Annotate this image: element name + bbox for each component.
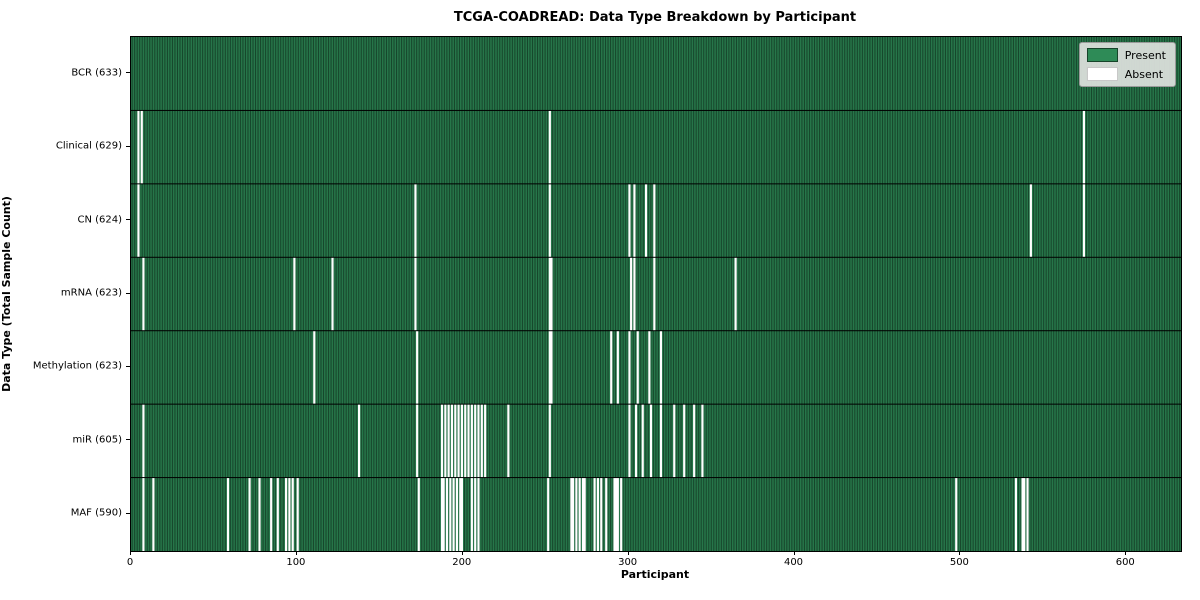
legend-label-absent: Absent	[1124, 67, 1164, 81]
legend: Present Absent	[1078, 42, 1176, 87]
chart-title: TCGA-COADREAD: Data Type Breakdown by Pa…	[453, 10, 857, 25]
y-tick-label-mir: miR (605)	[72, 434, 122, 446]
y-tick-mark	[126, 219, 130, 221]
y-tick-mark	[126, 512, 130, 514]
x-tick-label-400: 400	[783, 557, 804, 568]
y-tick-mark	[126, 145, 130, 147]
y-tick-mark	[126, 365, 130, 367]
x-tick-label-200: 200	[452, 557, 472, 568]
x-tick-mark	[461, 551, 463, 555]
y-tick-label-methylation: Methylation (623)	[32, 360, 122, 372]
x-tick-mark	[295, 551, 297, 555]
legend-item-present: Present	[1086, 48, 1166, 62]
absent-swatch	[1086, 67, 1118, 81]
y-tick-label-bcr: BCR (633)	[71, 67, 122, 79]
x-tick-label-500: 500	[949, 557, 969, 568]
present-swatch	[1086, 48, 1118, 62]
x-axis-title: Participant	[620, 568, 690, 581]
heatmap-canvas	[131, 37, 1181, 551]
y-tick-mark	[126, 72, 130, 74]
y-tick-label-mrna: mRNA (623)	[60, 287, 122, 299]
y-tick-mark	[126, 292, 130, 294]
y-tick-label-cn: CN (624)	[77, 214, 122, 226]
x-tick-mark	[130, 551, 131, 555]
x-tick-label-600: 600	[1115, 557, 1135, 568]
legend-label-present: Present	[1124, 48, 1166, 62]
y-tick-label-clinical: Clinical (629)	[55, 140, 122, 152]
legend-item-absent: Absent	[1086, 67, 1166, 81]
x-tick-label-100: 100	[286, 557, 306, 568]
y-tick-label-maf: MAF (590)	[70, 507, 122, 519]
x-tick-label-300: 300	[618, 557, 638, 568]
x-tick-mark	[627, 551, 629, 555]
x-tick-mark	[959, 551, 961, 555]
x-tick-label-0: 0	[126, 557, 134, 568]
plot-area: Present Absent	[130, 36, 1182, 552]
x-tick-mark	[793, 551, 795, 555]
y-tick-mark	[126, 439, 130, 441]
x-tick-mark	[1125, 551, 1127, 555]
